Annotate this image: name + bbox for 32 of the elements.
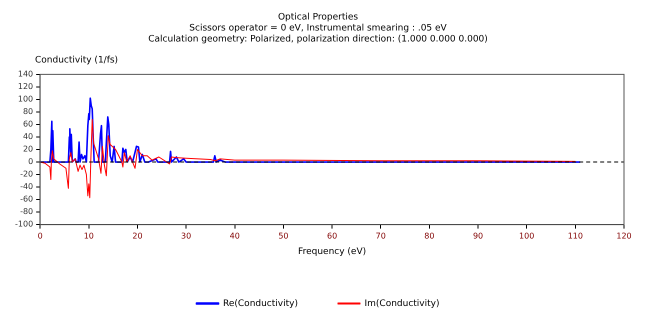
x-tick-label: 90 bbox=[472, 231, 484, 240]
x-tick-label: 100 bbox=[519, 231, 534, 240]
x-tick-label: 120 bbox=[616, 231, 632, 240]
x-tick-label: 0 bbox=[38, 231, 43, 240]
y-tick-label: -20 bbox=[20, 170, 34, 179]
y-tick-label: -100 bbox=[15, 220, 34, 229]
y-tick-label: -80 bbox=[20, 207, 34, 216]
legend-label: Re(Conductivity) bbox=[223, 298, 298, 309]
y-tick-label: 20 bbox=[22, 144, 34, 154]
chart-subtitle: Scissors operator = 0 eV, Instrumental smearing : .05 eV Calculation geometry: Polarized, polarization direction: (1.000 0.000 0.000) bbox=[148, 24, 488, 44]
chart-title: Optical Properties bbox=[278, 12, 358, 23]
y-tick-label: 120 bbox=[18, 82, 34, 91]
x-tick-label: 40 bbox=[230, 231, 240, 240]
y-tick-label: 80 bbox=[22, 107, 34, 116]
y-tick-label: -40 bbox=[20, 182, 34, 192]
y-tick-label: 60 bbox=[22, 120, 34, 129]
y-axis-title: Conductivity (1/fs) bbox=[35, 56, 118, 66]
x-tick-label: 20 bbox=[132, 231, 143, 240]
legend-label: Im(Conductivity) bbox=[364, 298, 440, 309]
x-axis-title: Frequency (eV) bbox=[298, 246, 366, 257]
y-tick-label: 0 bbox=[28, 157, 34, 166]
x-tick-label: 70 bbox=[376, 231, 386, 240]
x-tick-label: 110 bbox=[568, 231, 583, 240]
y-tick-label: 140 bbox=[18, 69, 34, 78]
x-tick-label: 30 bbox=[181, 231, 192, 240]
y-tick-label: -60 bbox=[20, 194, 34, 204]
y-tick-label: 40 bbox=[22, 132, 34, 142]
x-tick-label: 50 bbox=[278, 231, 289, 240]
x-tick-label: 10 bbox=[84, 231, 94, 240]
y-tick-label: 100 bbox=[18, 94, 34, 104]
x-tick-label: 60 bbox=[326, 231, 338, 240]
x-tick-label: 80 bbox=[424, 231, 434, 240]
